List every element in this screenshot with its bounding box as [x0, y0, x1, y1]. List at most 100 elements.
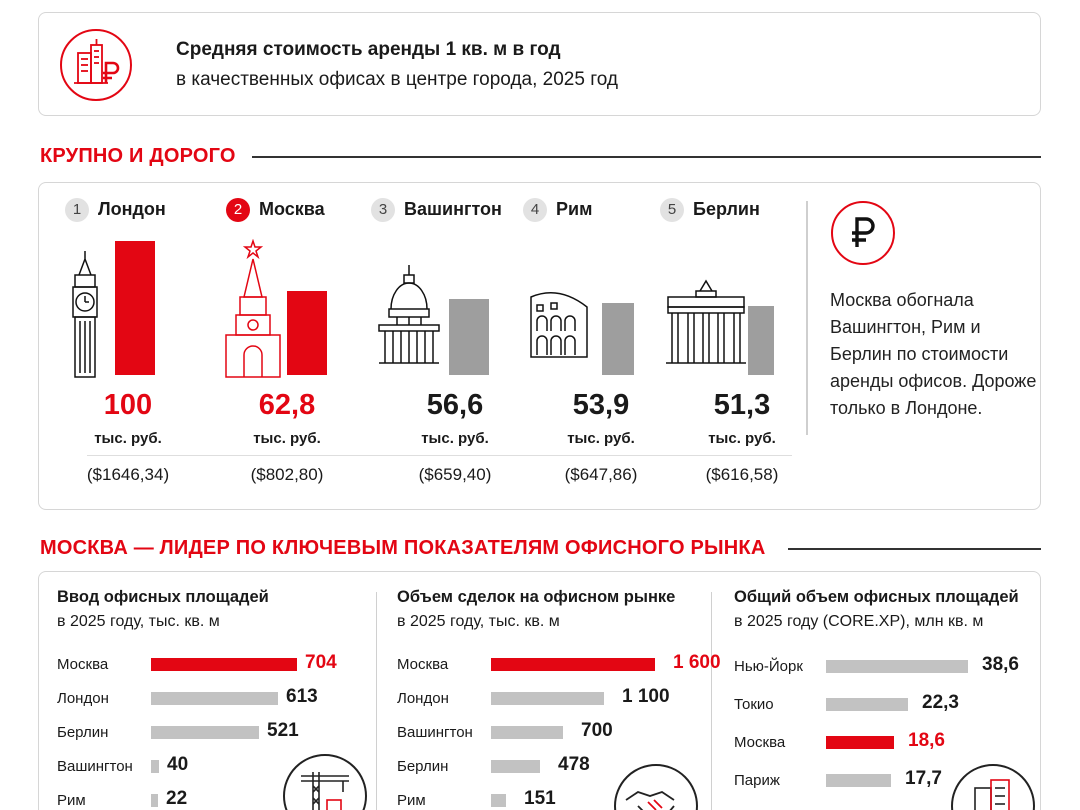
row-divider — [87, 455, 792, 456]
bar-row: Москва 704 — [57, 652, 357, 674]
city-header: 4 Рим — [523, 197, 703, 223]
header-card: Средняя стоимость аренды 1 кв. м в год в… — [38, 12, 1041, 116]
city-name: Вашингтон — [404, 199, 502, 219]
rent-value: 53,9 — [572, 389, 630, 421]
bar-value: 704 — [305, 652, 337, 673]
office-ruble-logo-icon — [60, 29, 132, 101]
rent-value: 56,6 — [426, 389, 484, 421]
rent-unit: тыс. руб. — [421, 430, 489, 447]
city-name: Лондон — [98, 199, 166, 219]
bar-label: Париж — [734, 772, 780, 789]
bar-label: Токио — [734, 696, 774, 713]
bar-label: Москва — [397, 656, 449, 673]
city-name: Берлин — [693, 199, 760, 219]
column-divider — [806, 201, 808, 435]
bar-value: 700 — [581, 720, 613, 741]
bar — [151, 726, 259, 739]
rent-usd: ($616,58) — [705, 465, 779, 484]
bar-value: 17,7 — [905, 768, 942, 789]
bar-value: 1 600 — [673, 652, 721, 673]
bar-row: Лондон 1 100 — [397, 686, 697, 708]
rent-usd: ($802,80) — [250, 465, 324, 484]
bar-value: 38,6 — [982, 654, 1019, 675]
bar-label: Вашингтон — [57, 758, 133, 775]
rent-usd: ($659,40) — [418, 465, 492, 484]
panel-subtitle: в 2025 году (CORE.XP), млн кв. м — [734, 613, 984, 630]
bar-row: Нью-Йорк 38,6 — [734, 654, 1034, 676]
indicators-card: Ввод офисных площадей в 2025 году, тыс. к… — [38, 571, 1041, 810]
city-header: 3 Вашингтон — [371, 197, 551, 223]
panel-title: Общий объем офисных площадей — [734, 588, 1019, 606]
rent-bar — [287, 291, 327, 375]
rank-badge: 3 — [371, 198, 395, 222]
bar-value: 613 — [286, 686, 318, 707]
bar-value: 40 — [167, 754, 189, 775]
rent-bar — [748, 306, 774, 375]
bar-value: 22,3 — [922, 692, 959, 713]
bar — [826, 736, 894, 749]
panel-subtitle: в 2025 году, тыс. кв. м — [57, 613, 220, 630]
rent-bar — [115, 241, 155, 375]
moscow-note: Москва обогнала Вашингтон, Рим и Берлин … — [830, 290, 1037, 418]
bar — [491, 794, 506, 807]
bar-label: Берлин — [397, 758, 449, 775]
panel-subtitle: в 2025 году, тыс. кв. м — [397, 613, 560, 630]
city-header: 2 Москва — [226, 197, 406, 223]
bar-label: Москва — [734, 734, 786, 751]
rank-badge: 4 — [523, 198, 547, 222]
rent-unit: тыс. руб. — [708, 430, 776, 447]
bar-row: Берлин 521 — [57, 720, 357, 742]
bar-row: Москва 18,6 — [734, 730, 1034, 752]
bar-row: Лондон 613 — [57, 686, 357, 708]
big-ben-icon — [67, 249, 103, 384]
city-name: Москва — [259, 199, 325, 219]
construction-crane-icon — [283, 754, 367, 810]
panel-divider — [711, 592, 712, 810]
bar — [491, 760, 540, 773]
bar — [151, 794, 158, 807]
section-divider — [252, 156, 1041, 158]
bar-value: 521 — [267, 720, 299, 741]
rent-value: 51,3 — [713, 389, 771, 421]
bar — [491, 692, 604, 705]
rent-unit: тыс. руб. — [253, 430, 321, 447]
city-header: 1 Лондон — [65, 197, 245, 223]
bar-row: Берлин 478 — [397, 754, 697, 776]
rent-bar — [449, 299, 489, 375]
bar — [826, 698, 908, 711]
top5-rent-card: 1 Лондон 100 тыс. руб. ($1646,34) 2 Москва 62,8… — [38, 182, 1041, 510]
bar-value: 1 100 — [622, 686, 670, 707]
city-header: 5 Берлин — [660, 197, 840, 223]
rank-badge: 1 — [65, 198, 89, 222]
rent-value: 100 — [103, 389, 153, 421]
bar-value: 22 — [166, 788, 188, 809]
bar-row: Вашингтон 700 — [397, 720, 697, 742]
panel-title: Объем сделок на офисном рынке — [397, 588, 676, 606]
bar-value: 151 — [524, 788, 556, 809]
capitol-icon — [377, 263, 441, 372]
rank-badge: 2 — [226, 198, 250, 222]
rent-unit: тыс. руб. — [567, 430, 635, 447]
bar-row: Рим 151 — [397, 788, 697, 810]
bar-label: Лондон — [57, 690, 109, 707]
rent-usd: ($647,86) — [564, 465, 638, 484]
city-name: Рим — [556, 199, 593, 219]
bar — [491, 658, 655, 671]
bar-label: Москва — [57, 656, 109, 673]
bar-row: Париж 17,7 — [734, 768, 1034, 790]
bar — [826, 660, 968, 673]
section-title-top5: КРУПНО И ДОРОГО — [40, 145, 236, 167]
bar-row: Токио 22,3 — [734, 692, 1034, 714]
bar-label: Лондон — [397, 690, 449, 707]
panel-divider — [376, 592, 377, 810]
bar — [826, 774, 891, 787]
bar — [151, 658, 297, 671]
bar-row: Вашингтон 40 — [57, 754, 357, 776]
rent-bar — [602, 303, 634, 375]
bar-label: Берлин — [57, 724, 109, 741]
rank-badge: 5 — [660, 198, 684, 222]
bar — [151, 692, 278, 705]
bar-value: 18,6 — [908, 730, 945, 751]
rent-unit: тыс. руб. — [94, 430, 162, 447]
bar — [491, 726, 563, 739]
